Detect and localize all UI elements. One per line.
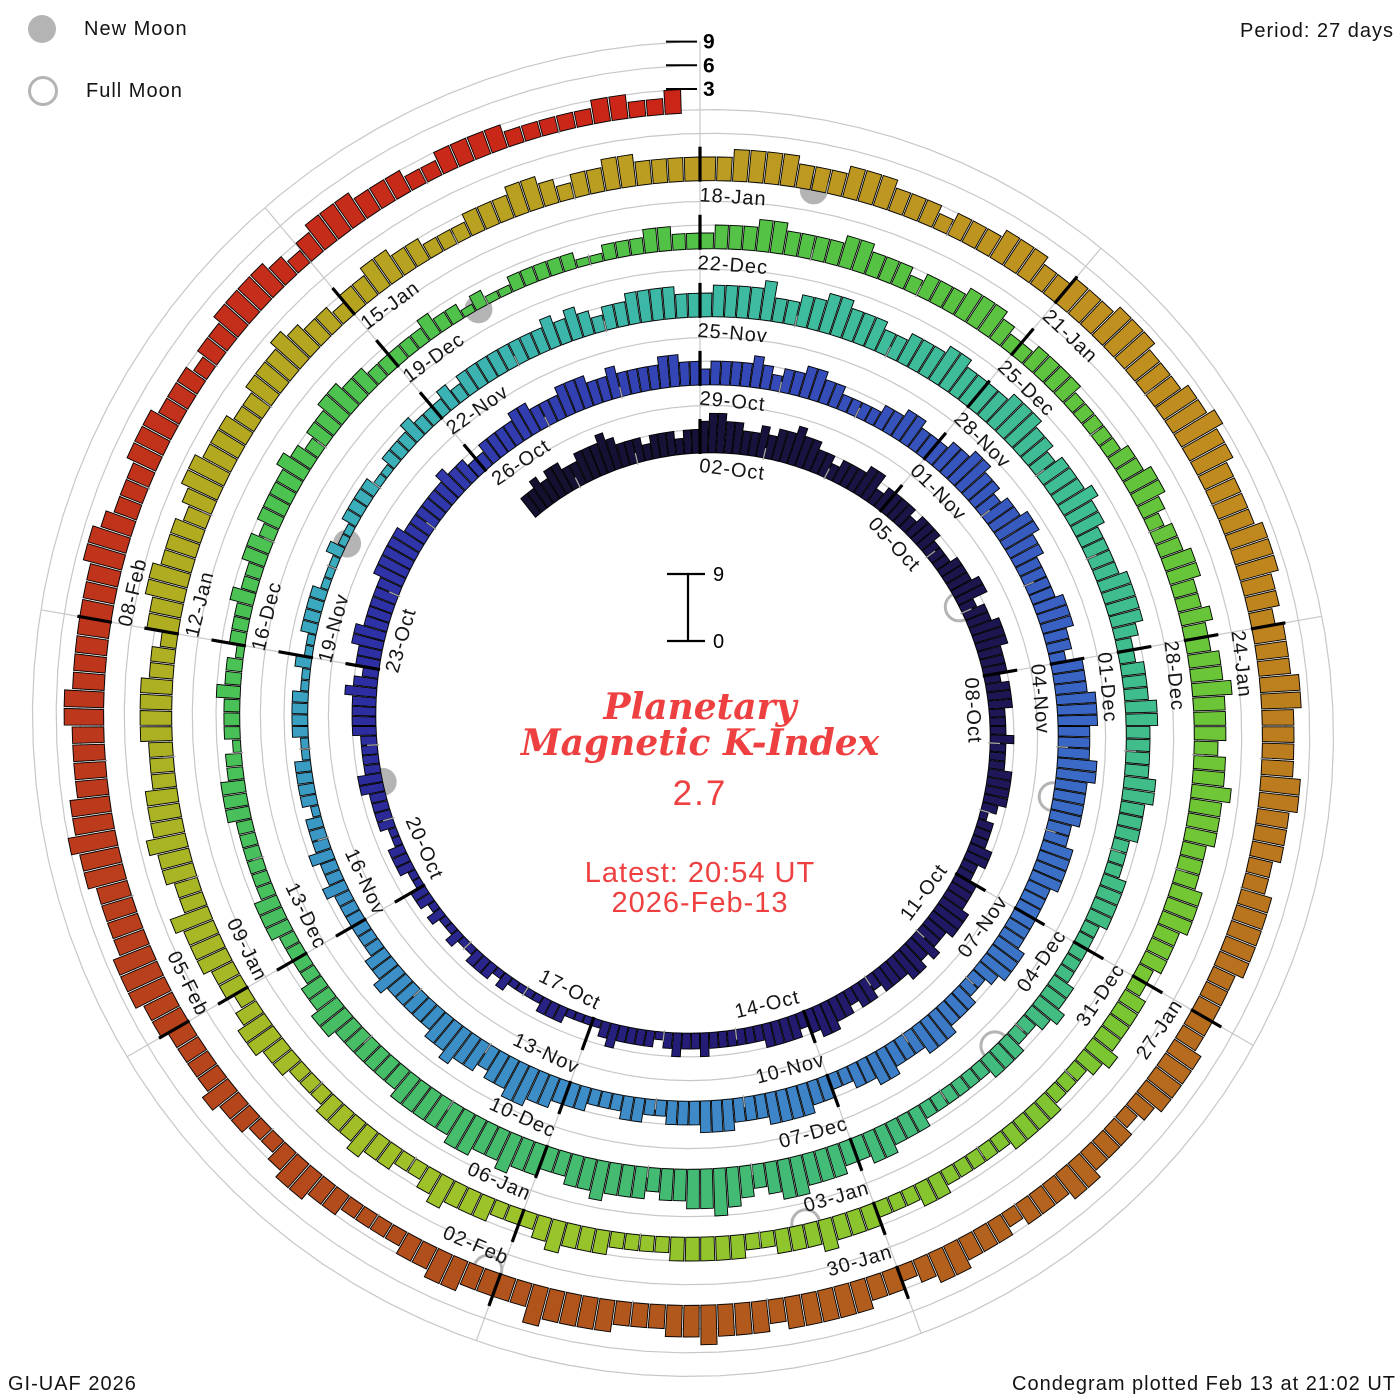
center-scale-min: 0 xyxy=(713,631,724,653)
date-label: 02-Oct xyxy=(698,455,766,485)
plotted-timestamp: Condegram plotted Feb 13 at 21:02 UT xyxy=(1012,1373,1396,1395)
k-scale-top: 369 xyxy=(666,31,715,101)
credit-label: GI-UAF 2026 xyxy=(8,1373,137,1395)
date-label: 25-Nov xyxy=(697,320,769,348)
date-label: 08-Oct xyxy=(960,677,986,744)
legend-row-full-moon: Full Moon xyxy=(28,74,188,108)
k-scale-label: 3 xyxy=(703,78,715,101)
k-scale-label: 6 xyxy=(703,54,715,77)
center-scale-legend: 90 xyxy=(667,564,724,653)
day-ticks xyxy=(77,121,1286,1313)
center-scale-max: 9 xyxy=(713,564,724,586)
new-moon-icon xyxy=(28,15,56,43)
moon-legend: New Moon Full Moon xyxy=(28,12,188,136)
date-label: 22-Dec xyxy=(697,252,769,279)
full-moon-label: Full Moon xyxy=(86,79,183,102)
full-moon-icon xyxy=(28,76,58,106)
date-label: 18-Jan xyxy=(699,184,767,210)
legend-row-new-moon: New Moon xyxy=(28,12,188,46)
k-scale-label: 9 xyxy=(703,31,715,54)
date-label: 28-Dec xyxy=(1159,640,1188,712)
date-label: 29-Oct xyxy=(699,388,767,416)
period-label: Period: 27 days xyxy=(1240,20,1394,42)
k-index-bars xyxy=(63,89,1302,1346)
new-moon-label: New Moon xyxy=(84,17,188,40)
date-label: 04-Nov xyxy=(1026,663,1053,735)
